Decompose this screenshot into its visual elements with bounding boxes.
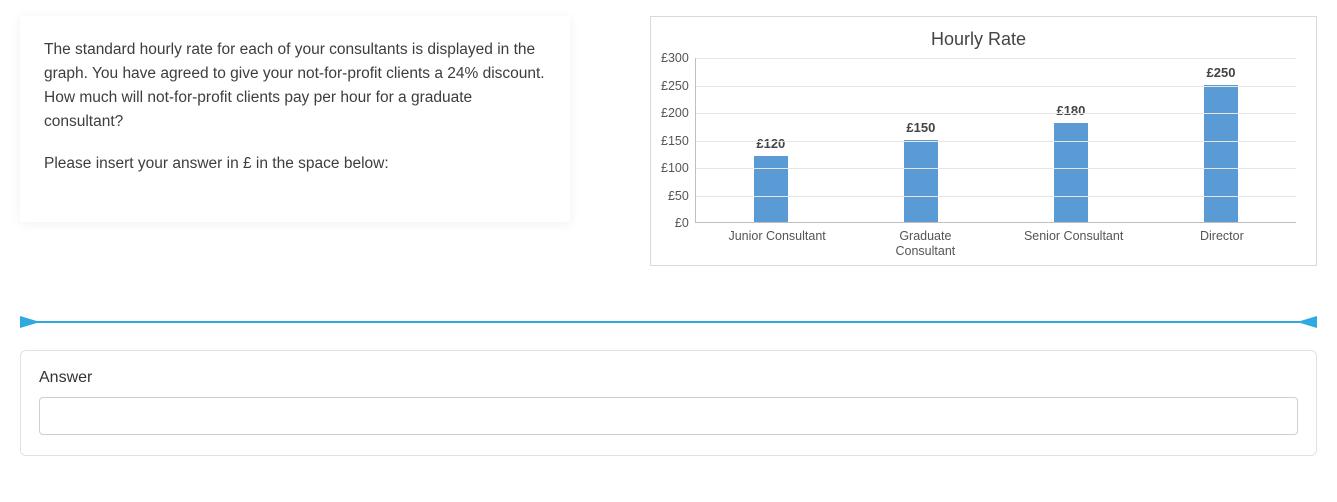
answer-input[interactable] — [39, 397, 1298, 435]
answer-label: Answer — [39, 369, 1298, 387]
chart-bar-value-label: £250 — [1207, 65, 1236, 80]
chart-bar: £120 — [754, 156, 788, 222]
chart-body: £300£250£200£150£100£50£0 £120 £150 £180 £2… — [661, 58, 1296, 223]
chart-gridline — [696, 113, 1296, 114]
chart-x-label: Senior Consultant — [1019, 229, 1129, 259]
chart-bar: £180 — [1054, 123, 1088, 222]
chart-bar-value-label: £150 — [906, 120, 935, 135]
divider-triangle-right-icon — [1297, 316, 1317, 328]
chart-bar: £250 — [1204, 85, 1238, 223]
page: The standard hourly rate for each of you… — [0, 0, 1337, 472]
chart-x-axis: Junior Consultant Graduate Consultant Seni… — [661, 223, 1296, 259]
question-paragraph-1: The standard hourly rate for each of you… — [44, 38, 546, 134]
chart-gridline — [696, 196, 1296, 197]
section-divider — [20, 316, 1317, 328]
chart-x-label: Junior Consultant — [722, 229, 832, 259]
chart-title: Hourly Rate — [661, 29, 1296, 50]
chart-gridline — [696, 141, 1296, 142]
chart-card: Hourly Rate £300£250£200£150£100£50£0 £1… — [650, 16, 1317, 266]
top-row: The standard hourly rate for each of you… — [20, 16, 1317, 266]
chart-bar-value-label: £120 — [756, 136, 785, 151]
chart-plot-area: £120 £150 £180 £250 — [695, 58, 1296, 223]
chart-x-labels: Junior Consultant Graduate Consultant Seni… — [703, 229, 1296, 259]
x-axis-spacer — [661, 229, 703, 259]
chart-gridline — [696, 168, 1296, 169]
chart-gridline — [696, 86, 1296, 87]
chart-y-axis: £300£250£200£150£100£50£0 — [661, 58, 695, 223]
chart-bar: £150 — [904, 140, 938, 223]
chart-x-label: Director — [1167, 229, 1277, 259]
chart-bar-value-label: £180 — [1056, 103, 1085, 118]
question-paragraph-2: Please insert your answer in £ in the sp… — [44, 152, 546, 176]
question-card: The standard hourly rate for each of you… — [20, 16, 570, 222]
chart-gridline — [696, 58, 1296, 59]
chart-x-label: Graduate Consultant — [870, 229, 980, 259]
answer-card: Answer — [20, 350, 1317, 456]
divider-line — [20, 321, 1317, 323]
